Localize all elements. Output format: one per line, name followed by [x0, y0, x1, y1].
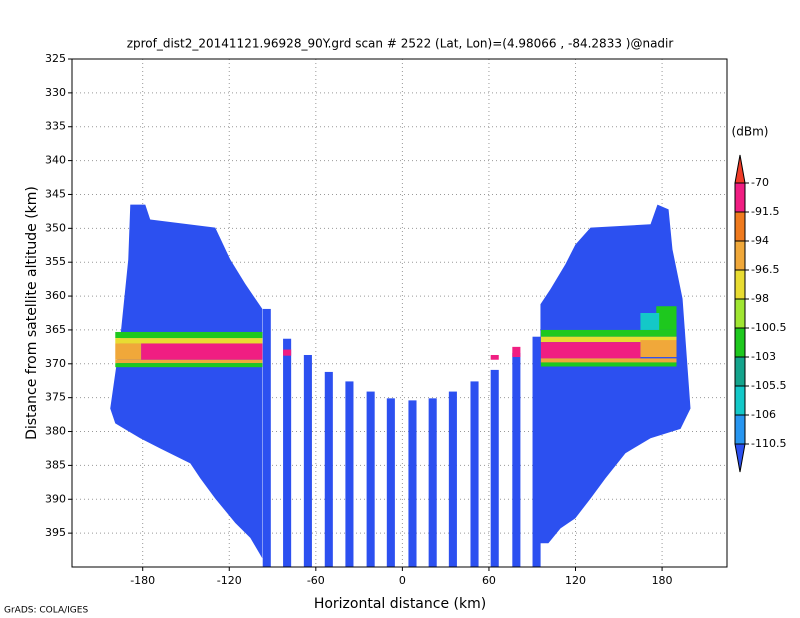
field-cell	[428, 398, 437, 567]
field-region	[540, 204, 691, 544]
field-cell	[115, 343, 142, 360]
y-tick-label: 355	[45, 255, 66, 268]
field-cell	[262, 308, 271, 567]
field-cell	[303, 354, 312, 567]
field-cell	[532, 336, 541, 567]
field-cell	[283, 349, 292, 356]
field-cell	[540, 336, 677, 343]
x-tick-label: 120	[565, 574, 586, 587]
credit: GrADS: COLA/IGES	[4, 606, 88, 616]
field-cell	[115, 359, 263, 364]
colorbar-tick-label: -105.5	[751, 379, 786, 392]
field-cell	[448, 391, 457, 567]
plot-frame	[71, 58, 728, 568]
y-tick-label: 390	[45, 492, 66, 505]
colorbar-segment	[734, 385, 746, 416]
colorbar-tick-label: -94	[751, 234, 769, 247]
colorbar-segment	[734, 298, 746, 329]
y-tick-label: 345	[45, 187, 66, 200]
field-cell	[366, 391, 375, 567]
colorbar-tick-label: -96.5	[751, 263, 779, 276]
colorbar-tick-label: -106	[751, 408, 776, 421]
colorbar-tick-label: -110.5	[751, 437, 786, 450]
chart-title: zprof_dist2_20141121.96928_90Y.grd scan …	[127, 37, 674, 51]
x-tick-label: -120	[217, 574, 242, 587]
y-tick-label: 370	[45, 357, 66, 370]
y-tick-label: 385	[45, 458, 66, 471]
field-cell	[141, 343, 263, 360]
colorbar-segment	[734, 240, 746, 271]
y-tick-label: 360	[45, 289, 66, 302]
colorbar-tick-label: -98	[751, 292, 769, 305]
y-tick-label: 380	[45, 425, 66, 438]
field-cell	[324, 371, 333, 567]
field-cell	[512, 346, 521, 358]
y-tick-label: 375	[45, 391, 66, 404]
field-cell	[656, 306, 677, 330]
colorbar-label: (dBm)	[732, 125, 769, 139]
field-cell	[115, 338, 263, 344]
field-cell	[540, 362, 677, 367]
field-cell	[540, 358, 677, 363]
y-tick-label: 340	[45, 154, 66, 167]
field-cell	[386, 398, 395, 567]
field-cell	[283, 338, 292, 567]
field-cell	[640, 313, 660, 330]
colorbar-segment	[734, 356, 746, 387]
x-tick-label: 0	[399, 574, 406, 587]
field-cell	[470, 381, 479, 567]
y-axis-label: Distance from satellite altitude (km)	[24, 186, 40, 440]
y-tick-label: 350	[45, 221, 66, 234]
field-cell	[490, 369, 499, 567]
field-cell	[115, 331, 263, 339]
y-tick-label: 395	[45, 526, 66, 539]
field-cell	[408, 400, 417, 567]
colorbar-segment	[734, 269, 746, 300]
colorbar-segment	[734, 414, 746, 445]
x-axis-label: Horizontal distance (km)	[314, 596, 486, 612]
y-tick-label: 365	[45, 323, 66, 336]
y-tick-label: 335	[45, 120, 66, 133]
y-tick-label: 330	[45, 86, 66, 99]
colorbar-tick-label: -100.5	[751, 321, 786, 334]
colorbar-tick-label: -70	[751, 176, 769, 189]
colorbar-segment	[734, 154, 746, 184]
colorbar-tick-label: -91.5	[751, 205, 779, 218]
field-cell	[640, 340, 677, 358]
field-cell	[345, 381, 354, 567]
y-tick-label: 325	[45, 52, 66, 65]
x-tick-label: -180	[130, 574, 155, 587]
field-cell	[540, 329, 677, 337]
field-cell	[490, 354, 499, 360]
colorbar-segment	[734, 443, 746, 473]
colorbar-tick-label: -103	[751, 350, 776, 363]
field-cell	[540, 342, 641, 359]
colorbar-segment	[734, 211, 746, 242]
colorbar-segment	[734, 182, 746, 213]
field-region	[110, 204, 263, 559]
x-tick-label: 180	[652, 574, 673, 587]
field-cell	[512, 352, 521, 567]
x-tick-label: 60	[482, 574, 496, 587]
x-tick-label: -60	[307, 574, 325, 587]
field-cell	[115, 363, 263, 368]
colorbar-segment	[734, 327, 746, 358]
